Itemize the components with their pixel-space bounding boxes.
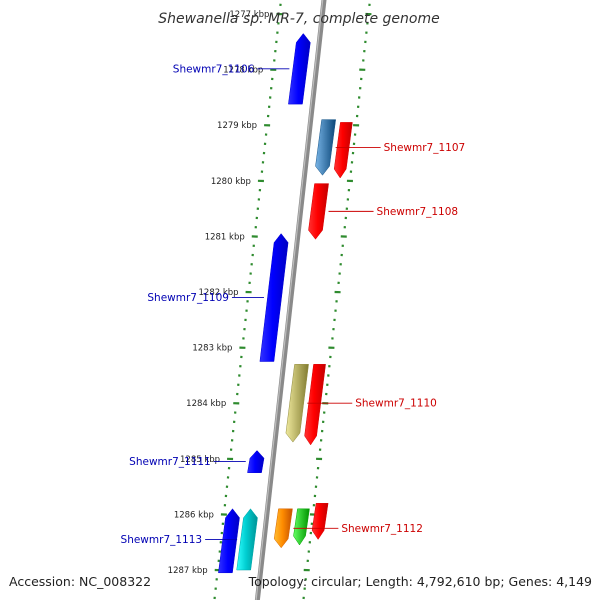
gene-label[interactable]: Shewmr7_1113	[121, 534, 203, 546]
gene-arrow-shape[interactable]	[236, 508, 258, 571]
backbone-line	[254, 0, 327, 600]
tick-label: 1283 kbp	[192, 344, 232, 354]
feature-labels: Shewmr7_1106 Shewmr7_1107 Shewmr7_1108 Shew…	[121, 63, 466, 546]
gene-arrow-shape[interactable]	[273, 508, 293, 549]
tick-label: 1282 kbp	[199, 288, 239, 298]
gene-arrow-shape[interactable]	[259, 233, 289, 362]
tick-label: 1279 kbp	[217, 121, 257, 131]
gene-arrow[interactable]	[293, 508, 310, 546]
gene-arrow[interactable]	[311, 503, 329, 540]
gene-label[interactable]: Shewmr7_1108	[377, 206, 459, 218]
gene-arrow-shape[interactable]	[247, 450, 265, 473]
topology-label: Topology: circular; Length: 4,792,610 bp…	[248, 574, 592, 589]
shewmr7_1109-gene-arrow[interactable]	[259, 233, 289, 362]
gene-arrow-shape[interactable]	[285, 364, 309, 443]
gene-arrow-shape[interactable]	[333, 122, 353, 179]
gene-arrow-shape[interactable]	[288, 33, 311, 105]
gene-arrow[interactable]	[333, 122, 353, 179]
gene-arrow[interactable]	[304, 364, 326, 446]
accession-label: Accession: NC_008322	[9, 574, 151, 589]
shewmr7_1108-gene-arrow[interactable]	[308, 183, 329, 240]
shewmr7_1110-gene-arrow[interactable]	[285, 364, 309, 443]
tick-label: 1284 kbp	[186, 399, 226, 409]
gene-arrow-shape[interactable]	[315, 119, 336, 176]
gene-label[interactable]: Shewmr7_1106	[173, 63, 255, 75]
tick-label: 1281 kbp	[205, 232, 245, 242]
tick-label: 1287 kbp	[168, 566, 208, 576]
gene-label[interactable]: Shewmr7_1112	[341, 523, 423, 535]
feature-track	[218, 33, 353, 574]
tick-label: 1277 kbp	[229, 10, 269, 20]
shewmr7_1106-gene-arrow[interactable]	[288, 33, 311, 105]
gene-arrow-shape[interactable]	[311, 503, 329, 540]
tick-label: 1280 kbp	[211, 177, 251, 187]
gene-arrow-shape[interactable]	[293, 508, 310, 546]
tick-label: 1278 kbp	[223, 66, 263, 76]
gene-label[interactable]: Shewmr7_1109	[147, 292, 229, 304]
tick-label: 1285 kbp	[180, 455, 220, 465]
gene-label[interactable]: Shewmr7_1110	[355, 398, 437, 410]
backbone-highlight	[255, 0, 324, 600]
tick-label: 1286 kbp	[174, 510, 214, 520]
gene-arrow[interactable]	[218, 508, 240, 574]
shewmr7_1107-gene-arrow[interactable]	[315, 119, 336, 176]
shewmr7_1113-gene-arrow[interactable]	[236, 508, 258, 571]
tick-ring-inner: 1277 kbp 1278 kbp 1279 kbp 1280 kbp 1281 kbp…	[168, 3, 283, 600]
gene-arrow-shape[interactable]	[304, 364, 326, 446]
backbone	[254, 0, 327, 600]
gene-label[interactable]: Shewmr7_1111	[129, 456, 211, 468]
shewmr7_1111-gene-arrow[interactable]	[247, 450, 265, 473]
gene-arrow-shape[interactable]	[308, 183, 329, 240]
tick-ring-outer	[302, 3, 372, 600]
gene-label[interactable]: Shewmr7_1107	[384, 142, 466, 154]
shewmr7_1112-gene-arrow[interactable]	[273, 508, 293, 549]
gene-arrow-shape[interactable]	[218, 508, 240, 574]
map-title: Shewanella sp. MR-7, complete genome	[158, 11, 439, 27]
